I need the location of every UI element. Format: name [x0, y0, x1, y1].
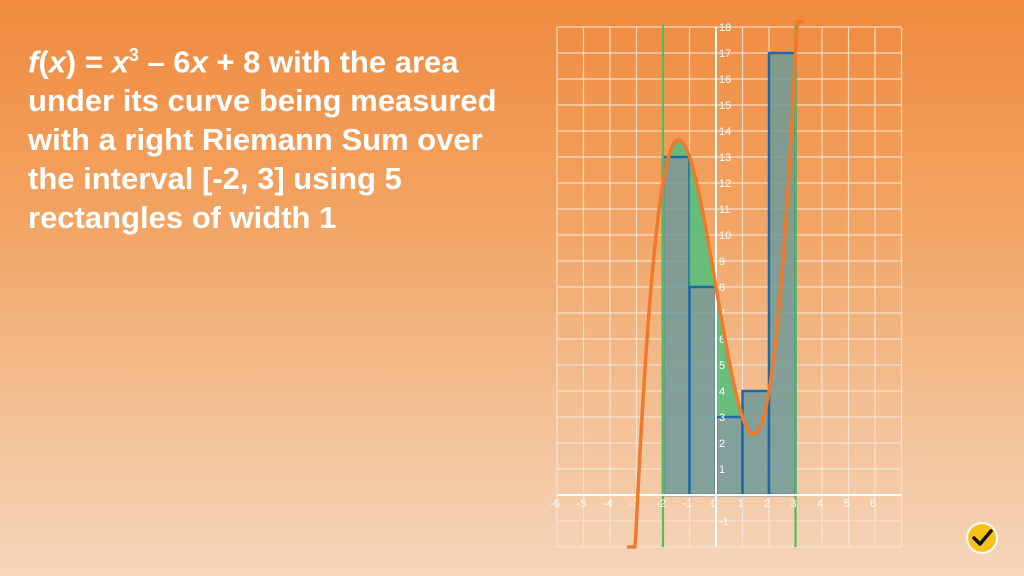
- y-tick-label: 17: [719, 48, 731, 60]
- y-tick-label: 12: [719, 178, 731, 190]
- riemann-rectangle: [688, 285, 718, 497]
- x-tick-label: 3: [790, 498, 796, 510]
- caption-line-1: f(x) = x3 – 6x + 8 with the area: [28, 44, 459, 80]
- riemann-rectangle: [714, 415, 744, 497]
- y-tick-label: 8: [719, 282, 725, 294]
- y-tick-label: 16: [719, 74, 731, 86]
- x-tick-label: 6: [870, 498, 876, 510]
- x-tick-label: -6: [550, 498, 560, 510]
- y-tick-label: 18: [719, 22, 731, 34]
- x-tick-label: 1: [737, 498, 743, 510]
- y-tick-label: 14: [719, 126, 731, 138]
- x-tick-label: -4: [603, 498, 613, 510]
- riemann-rectangle: [661, 155, 691, 497]
- x-tick-label: -5: [577, 498, 587, 510]
- x-tick-label: 2: [764, 498, 770, 510]
- caption-line-5: rectangles of width 1: [28, 200, 337, 236]
- caption-line-3: with a right Riemann Sum over: [28, 122, 483, 158]
- riemann-rectangle: [741, 389, 771, 497]
- curve-line: [626, 20, 804, 549]
- y-tick-label: 15: [719, 100, 731, 112]
- excess-area: [716, 287, 743, 417]
- y-tick-label: 3: [719, 412, 725, 424]
- caption-line-2: under its curve being measured: [28, 83, 497, 119]
- y-tick-label: 4: [719, 386, 725, 398]
- function-curve: [626, 20, 804, 549]
- y-tick-label: 9: [719, 256, 725, 268]
- y-tick-label: 1: [719, 464, 725, 476]
- y-tick-label: 5: [719, 360, 725, 372]
- y-tick-label: 11: [719, 204, 730, 216]
- y-tick-label: 10: [719, 230, 731, 242]
- tick-labels: -6 -5 -4 -3 -2 -1 0 1 2 3 4 5 6-11234567891011121314…: [550, 22, 876, 528]
- caption-line-4: the interval [-2, 3] using 5: [28, 161, 402, 197]
- caption: f(x) = x3 – 6x + 8 with the area under i…: [28, 36, 548, 237]
- y-tick-label: -1: [719, 516, 729, 528]
- y-tick-label: 2: [719, 438, 725, 450]
- x-tick-label: 0: [711, 498, 717, 510]
- x-tick-label: -1: [683, 498, 693, 510]
- x-tick-label: 5: [843, 498, 849, 510]
- interval-boundaries: [661, 24, 797, 547]
- x-tick-label: -3: [630, 498, 640, 510]
- x-tick-label: -2: [656, 498, 666, 510]
- y-tick-label: 6: [719, 334, 725, 346]
- y-tick-label: 13: [719, 152, 731, 164]
- checkmark-icon: [966, 522, 998, 554]
- riemann-rectangles: [661, 51, 797, 497]
- x-tick-label: 4: [817, 498, 823, 510]
